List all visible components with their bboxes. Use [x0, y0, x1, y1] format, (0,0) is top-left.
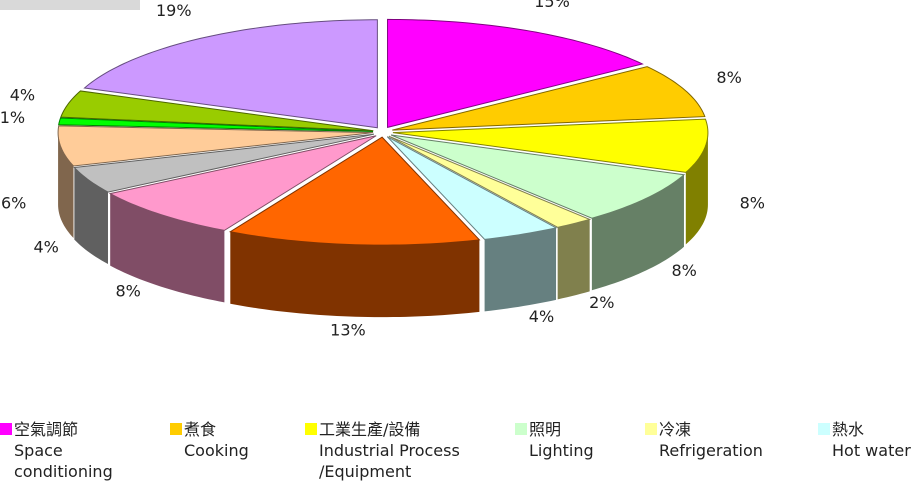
sides — [58, 132, 708, 318]
data-label: 6% — [1, 194, 26, 213]
legend-swatch — [170, 423, 182, 435]
data-label: 1% — [0, 108, 25, 127]
title-box — [0, 0, 140, 10]
legend-item: 照明 Lighting — [515, 419, 594, 461]
slice-side — [74, 167, 108, 265]
tops — [57, 18, 709, 246]
slice — [108, 135, 377, 231]
slice — [390, 134, 686, 219]
legend-item: 工業生產/設備 Industrial Process /Equipment — [305, 419, 460, 482]
slice — [228, 136, 481, 246]
slice — [58, 117, 374, 133]
slice — [60, 90, 374, 132]
legend-label: 工業生產/設備 Industrial Process /Equipment — [319, 420, 460, 481]
data-label: 8% — [740, 194, 765, 213]
data-label: 4% — [10, 85, 35, 104]
slice-side — [110, 193, 225, 303]
data-label: 8% — [716, 68, 741, 87]
slice — [387, 18, 644, 129]
data-label: 15% — [534, 0, 570, 11]
slice — [388, 135, 592, 228]
legend-label: 照明 Lighting — [529, 420, 594, 460]
legend-item: 煮食 Cooking — [170, 419, 249, 461]
legend-label: 煮食 Cooking — [184, 420, 249, 460]
slice-side — [484, 227, 557, 312]
slice-side — [58, 132, 74, 239]
slice — [392, 66, 706, 131]
legend-swatch — [515, 423, 527, 435]
legend-label: 熱水 Hot water — [832, 420, 911, 460]
legend-item: 空氣調節 Space conditioning — [0, 419, 113, 482]
legend-label: 空氣調節 Space conditioning — [14, 420, 113, 481]
data-label: 4% — [529, 307, 554, 326]
slice — [392, 118, 709, 173]
slice — [57, 125, 374, 167]
legend-label: 冷凍 Refrigeration — [659, 420, 763, 460]
legend-item: 熱水 Hot water — [818, 419, 911, 461]
data-label: 4% — [33, 237, 58, 256]
data-label: 13% — [330, 320, 366, 339]
legend-swatch — [645, 423, 657, 435]
chart: 15% 19% 8% 4% 1% 8% 6% 4% 8% 8% 2% 4% 13% — [0, 0, 765, 339]
slice — [83, 19, 378, 129]
legend-swatch — [818, 423, 830, 435]
data-label: 8% — [671, 261, 696, 280]
slice-side — [230, 231, 480, 318]
slice-side — [557, 219, 590, 300]
slice — [73, 133, 375, 193]
data-label: 19% — [156, 1, 192, 20]
legend-swatch — [305, 423, 317, 435]
slice-side — [591, 174, 684, 291]
legend-swatch — [0, 423, 12, 435]
data-label: 2% — [589, 293, 614, 312]
slice-side — [685, 132, 708, 245]
legend-item: 冷凍 Refrigeration — [645, 419, 763, 461]
data-label: 8% — [115, 282, 140, 301]
slice — [386, 136, 558, 240]
